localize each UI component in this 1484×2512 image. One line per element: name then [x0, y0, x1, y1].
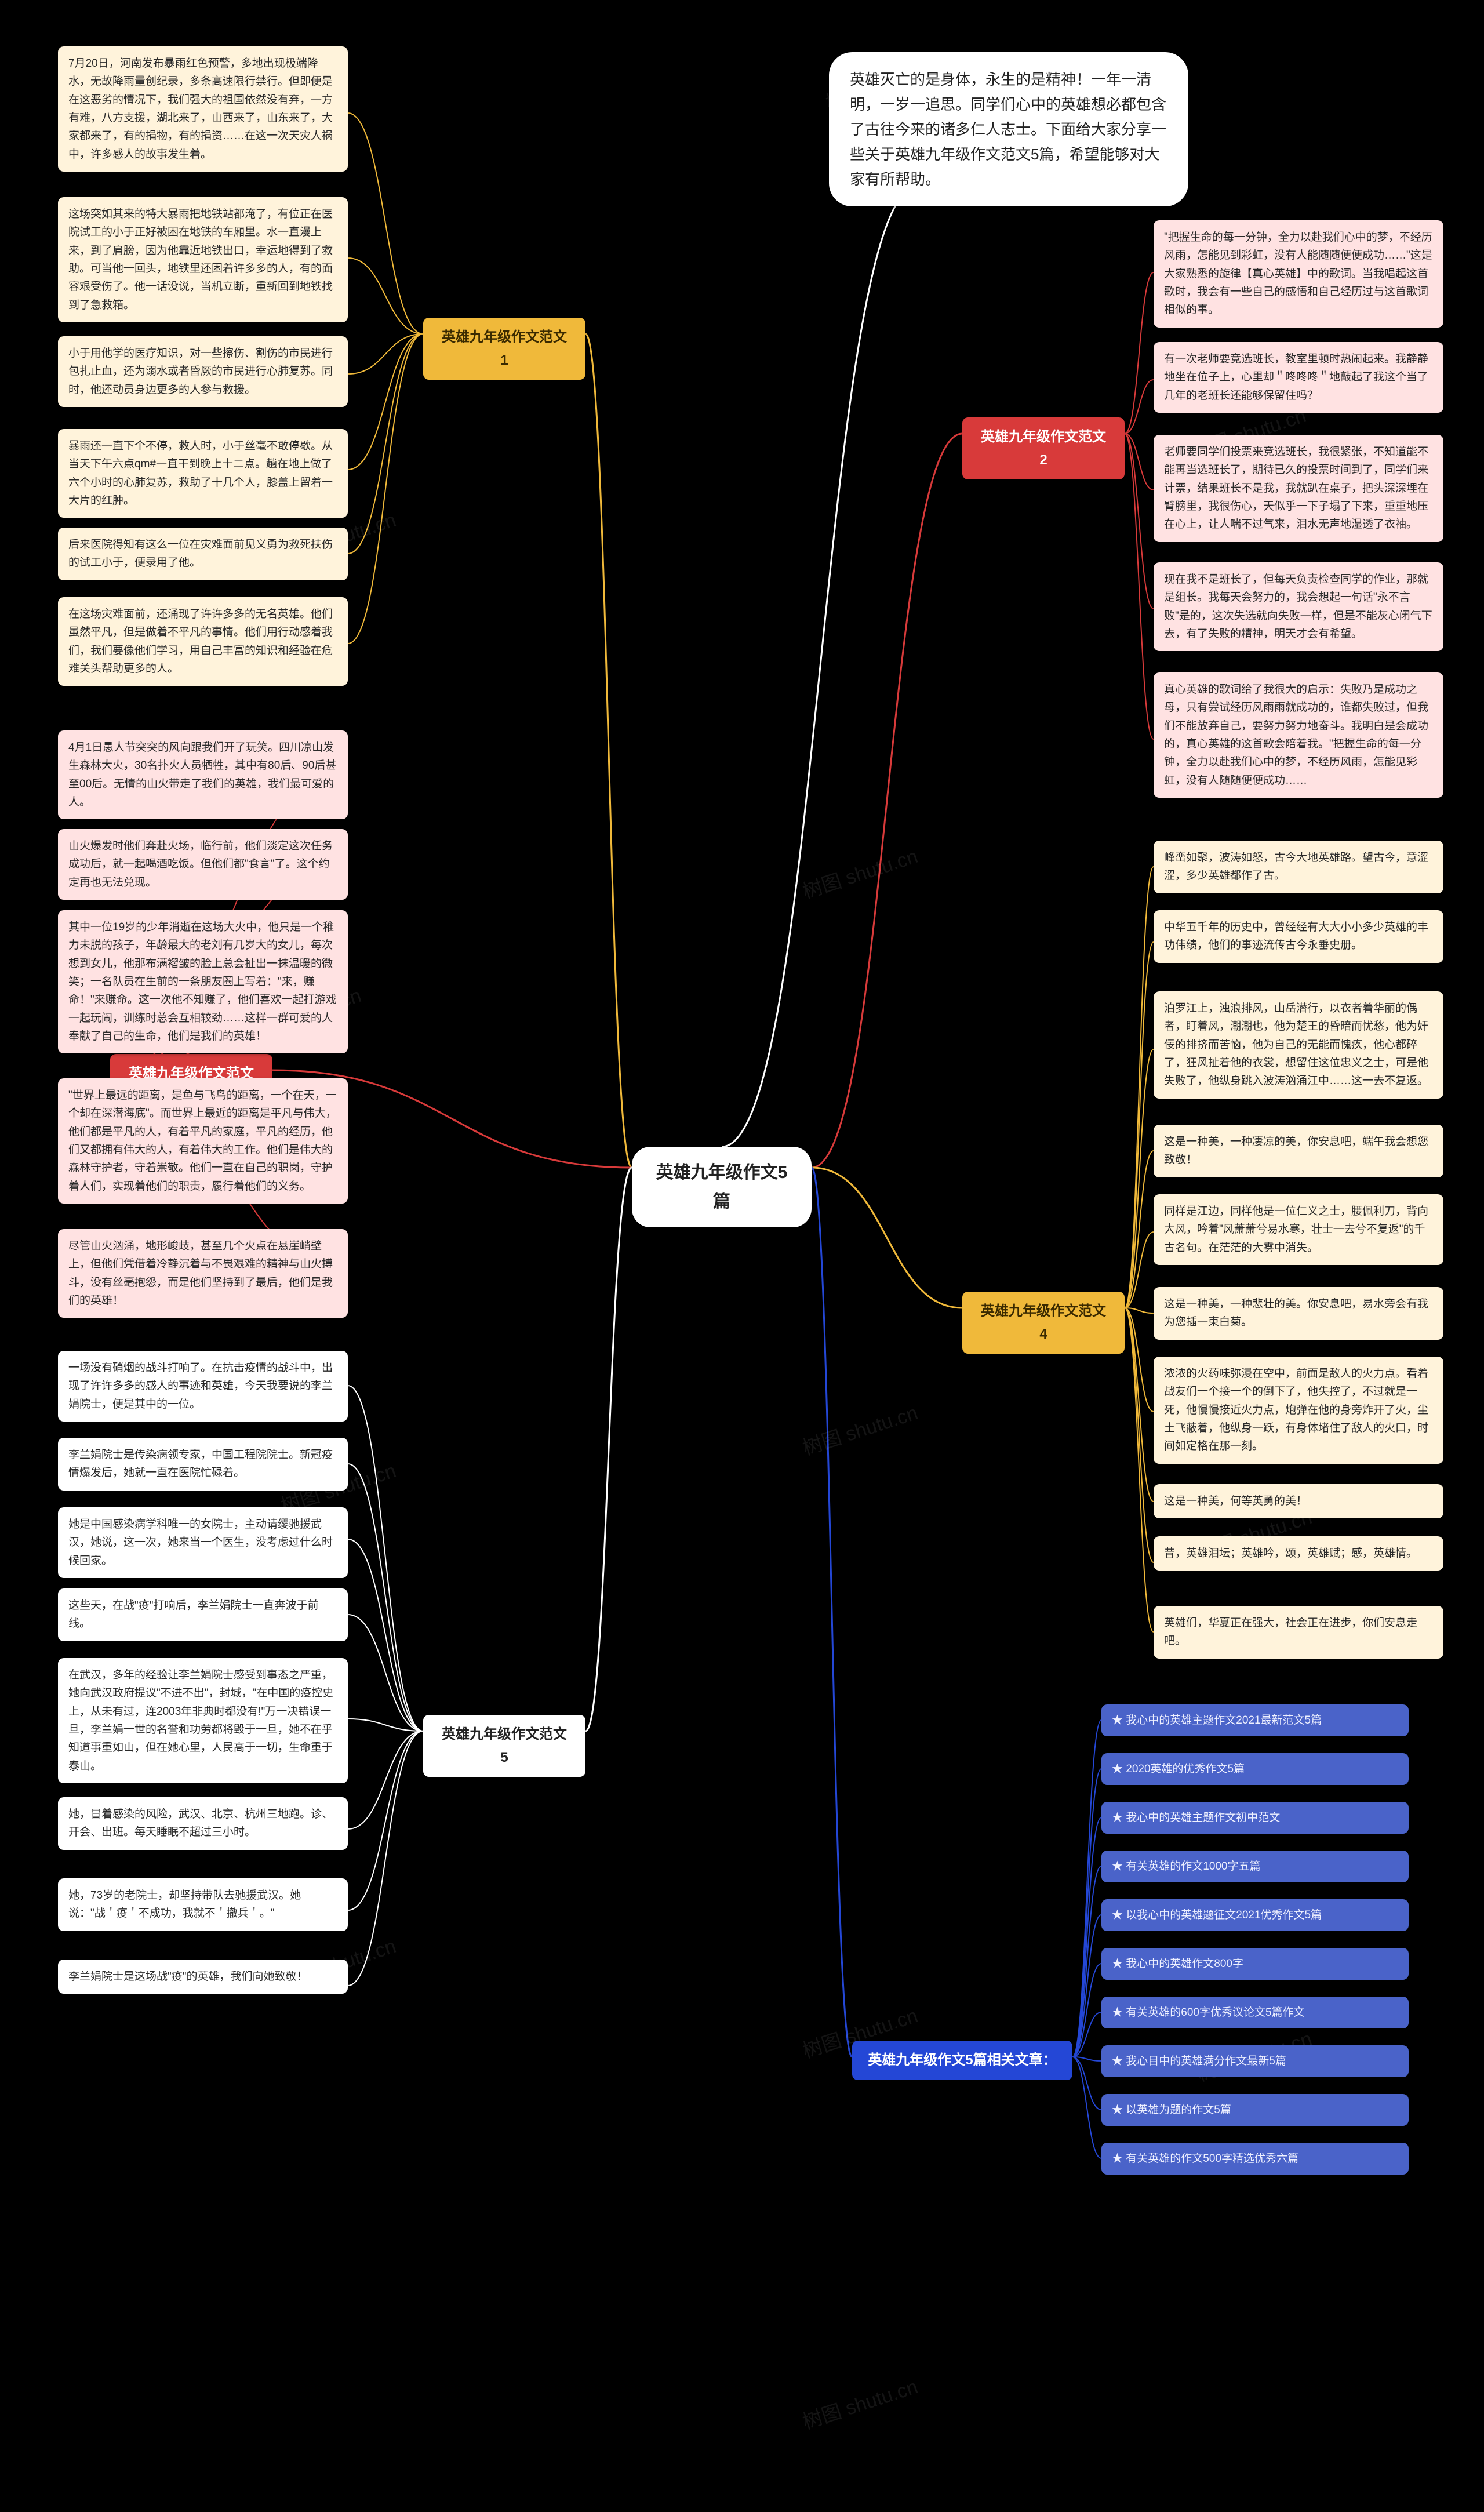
leaf-b5-1: 李兰娟院士是传染病领专家，中国工程院院士。新冠疫情爆发后，她就一直在医院忙碌着。 [58, 1438, 348, 1491]
leaf-b2-0: "把握生命的每一分钟，全力以赴我们心中的梦，不经历风雨，怎能见到彩虹，没有人能随… [1154, 220, 1443, 328]
leaf-b5-0: 一场没有硝烟的战斗打响了。在抗击疫情的战斗中，出现了许许多多的感人的事迹和英雄，… [58, 1351, 348, 1422]
leaf-b4-7: 这是一种美，何等英勇的美！ [1154, 1484, 1443, 1518]
leaf-b3-3: "世界上最远的距离，是鱼与飞鸟的距离，一个在天，一个却在深潜海底"。而世界上最近… [58, 1078, 348, 1204]
leaf-b3-4: 尽管山火汹涌，地形峻歧，甚至几个火点在悬崖峭壁上，但他们凭借着冷静沉着与不畏艰难… [58, 1229, 348, 1318]
leaf-b3-2: 其中一位19岁的少年消逝在这场大火中，他只是一个稚力未脱的孩子，年龄最大的老刘有… [58, 910, 348, 1053]
leaf-b5-6: 她，73岁的老院士，却坚持带队去驰援武汉。她说："战＇疫＇不成功，我就不＇撤兵＇… [58, 1878, 348, 1931]
leaf-b6-7: ★ 我心目中的英雄满分作文最新5篇 [1101, 2045, 1409, 2077]
leaf-b4-4: 同样是江边，同样他是一位仁义之士，腰佩利刀，背向大风，吟着"风萧萧兮易水寒，壮士… [1154, 1194, 1443, 1265]
branch-node-b5[interactable]: 英雄九年级作文范文5 [423, 1715, 585, 1777]
watermark: 树图 shutu.cn [798, 2371, 921, 2434]
leaf-b6-3: ★ 有关英雄的作文1000字五篇 [1101, 1851, 1409, 1882]
branch-node-b6[interactable]: 英雄九年级作文5篇相关文章： [852, 2041, 1072, 2080]
leaf-b1-4: 后来医院得知有这么一位在灾难面前见义勇为救死扶伤的试工小于，便录用了他。 [58, 528, 348, 580]
leaf-b1-0: 7月20日，河南发布暴雨红色预警，多地出现极端降水，无故降雨量创纪录，多条高速限… [58, 46, 348, 172]
leaf-b4-1: 中华五千年的历史中，曾经经有大大小小多少英雄的丰功伟绩，他们的事迹流传古今永垂史… [1154, 910, 1443, 963]
leaf-b2-4: 真心英雄的歌词给了我很大的启示：失败乃是成功之母，只有尝试经历风雨雨就成功的，谁… [1154, 672, 1443, 798]
leaf-b1-5: 在这场灾难面前，还涌现了许许多多的无名英雄。他们虽然平凡，但是做着不平凡的事情。… [58, 597, 348, 686]
leaf-b1-1: 这场突如其来的特大暴雨把地铁站都淹了，有位正在医院试工的小于正好被困在地铁的车厢… [58, 197, 348, 322]
leaf-b5-2: 她是中国感染病学科唯一的女院士，主动请缨驰援武汉，她说，这一次，她来当一个医生，… [58, 1507, 348, 1578]
leaf-b6-5: ★ 我心中的英雄作文800字 [1101, 1948, 1409, 1980]
leaf-b3-1: 山火爆发时他们奔赴火场，临行前，他们淡定这次任务成功后，就一起喝酒吃饭。但他们都… [58, 829, 348, 900]
leaf-b1-3: 暴雨还一直下个不停，救人时，小于丝毫不敢停歇。从当天下午六点qm#一直干到晚上十… [58, 429, 348, 518]
watermark: 树图 shutu.cn [798, 1397, 921, 1460]
leaf-b6-0: ★ 我心中的英雄主题作文2021最新范文5篇 [1101, 1704, 1409, 1736]
leaf-b2-3: 现在我不是班长了，但每天负责检查同学的作业，那就是组长。我每天会努力的，我会想起… [1154, 562, 1443, 651]
leaf-b4-2: 泊罗江上，浊浪排风，山岳潜行，以衣者着华丽的偶者，盯着风，潮潮也，他为楚王的昏暗… [1154, 991, 1443, 1099]
leaf-b6-9: ★ 有关英雄的作文500字精选优秀六篇 [1101, 2143, 1409, 2175]
leaf-b6-2: ★ 我心中的英雄主题作文初中范文 [1101, 1802, 1409, 1834]
watermark: 树图 shutu.cn [798, 840, 921, 904]
branch-node-b2[interactable]: 英雄九年级作文范文2 [962, 417, 1125, 479]
center-node[interactable]: 英雄九年级作文5篇 [632, 1147, 812, 1227]
leaf-b4-9: 英雄们，华夏正在强大，社会正在进步，你们安息走吧。 [1154, 1606, 1443, 1659]
branch-node-b4[interactable]: 英雄九年级作文范文4 [962, 1292, 1125, 1354]
intro-node: 英雄灭亡的是身体，永生的是精神！一年一清明，一岁一追思。同学们心中的英雄想必都包… [829, 52, 1188, 206]
leaf-b4-8: 昔，英雄泪坛；英雄吟，颂，英雄赋；感，英雄情。 [1154, 1536, 1443, 1571]
leaf-b5-4: 在武汉，多年的经验让李兰娟院士感受到事态之严重，她向武汉政府提议"不进不出"，封… [58, 1658, 348, 1783]
leaf-b4-6: 浓浓的火药味弥漫在空中，前面是敌人的火力点。看着战友们一个接一个的倒下了，他失控… [1154, 1357, 1443, 1464]
leaf-b5-5: 她，冒着感染的风险，武汉、北京、杭州三地跑。诊、开会、出班。每天睡眠不超过三小时… [58, 1797, 348, 1850]
leaf-b6-8: ★ 以英雄为题的作文5篇 [1101, 2094, 1409, 2126]
leaf-b4-3: 这是一种美，一种凄凉的美，你安息吧，端午我会想您致敬！ [1154, 1125, 1443, 1177]
leaf-b1-2: 小于用他学的医疗知识，对一些擦伤、割伤的市民进行包扎止血，还为溺水或者昏厥的市民… [58, 336, 348, 407]
leaf-b6-6: ★ 有关英雄的600字优秀议论文5篇作文 [1101, 1997, 1409, 2028]
leaf-b5-3: 这些天，在战"疫"打响后，李兰娟院士一直奔波于前线。 [58, 1588, 348, 1641]
leaf-b2-1: 有一次老师要竞选班长，教室里顿时热闹起来。我静静地坐在位子上，心里却＂咚咚咚＂地… [1154, 342, 1443, 413]
leaf-b3-0: 4月1日愚人节突突的风向跟我们开了玩笑。四川凉山发生森林大火，30名扑火人员牺牲… [58, 730, 348, 819]
leaf-b6-4: ★ 以我心中的英雄题征文2021优秀作文5篇 [1101, 1899, 1409, 1931]
mindmap-canvas: 树图 shutu.cn树图 shutu.cn树图 shutu.cn树图 shut… [0, 0, 1484, 2512]
leaf-b2-2: 老师要同学们投票来竞选班长，我很紧张，不知道能不能再当选班长了，期待已久的投票时… [1154, 435, 1443, 542]
leaf-b6-1: ★ 2020英雄的优秀作文5篇 [1101, 1753, 1409, 1785]
leaf-b5-7: 李兰娟院士是这场战"疫"的英雄，我们向她致敬！ [58, 1960, 348, 1994]
branch-node-b1[interactable]: 英雄九年级作文范文1 [423, 318, 585, 380]
leaf-b4-0: 峰峦如聚，波涛如怒，古今大地英雄路。望古今，意涩涩，多少英雄都作了古。 [1154, 841, 1443, 893]
leaf-b4-5: 这是一种美，一种悲壮的美。你安息吧，易水旁会有我为您插一束白菊。 [1154, 1287, 1443, 1340]
